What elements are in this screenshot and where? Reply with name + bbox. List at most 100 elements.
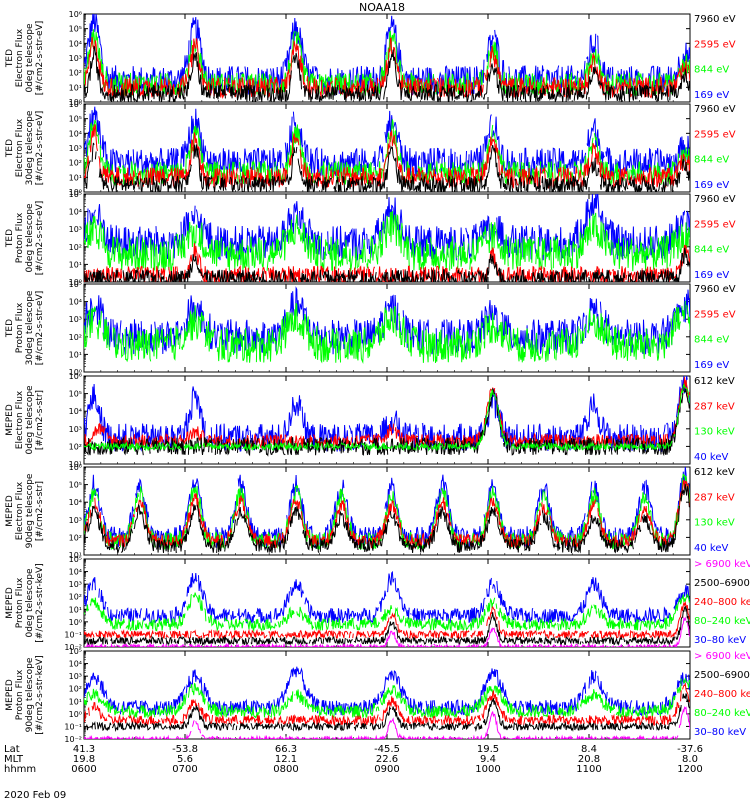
- series-line: [84, 286, 690, 355]
- series-line: [84, 247, 690, 282]
- y-axis-label-line: 30deg telescope: [25, 110, 35, 185]
- y-tick-label: 10⁰: [69, 710, 82, 719]
- y-axis-label-line: 0deg telescope: [25, 203, 35, 273]
- legend-entry: 30–80 keV: [694, 727, 746, 738]
- y-tick-label: 10¹: [69, 260, 82, 269]
- legend-entry: 844 eV: [694, 65, 729, 76]
- legend-entry: 169 eV: [694, 270, 729, 281]
- y-tick-label: 10⁴: [69, 39, 82, 48]
- panel-8: 10⁻² 10⁻¹ 10⁰ 10¹ 10² 10³ 10⁴ 10⁵ MEPED Proton Fl…: [5, 647, 750, 744]
- legend-entry: 2595 eV: [694, 129, 736, 140]
- y-tick-label: 10⁵: [69, 647, 82, 656]
- series-line: [84, 616, 690, 647]
- y-tick-label: 10³: [69, 516, 82, 525]
- y-axis-label-line: [#/cm2-s-str-eV]: [35, 291, 45, 366]
- y-axis-label-line: 90deg telescope: [25, 657, 35, 732]
- x-axis-lat-label: 66.3: [275, 744, 297, 755]
- legend-entry: > 6900 keV: [694, 651, 750, 662]
- y-tick-label: 10¹: [69, 551, 82, 560]
- x-axis-hhmm-label: 1200: [677, 764, 702, 775]
- y-tick-label: 10²: [69, 442, 82, 451]
- x-axis-mlt-label: 9.4: [480, 754, 496, 765]
- y-axis-label-line: Electron Flux: [15, 118, 25, 177]
- legend-entry: 2500–6900: [694, 578, 750, 589]
- series-line: [84, 570, 690, 625]
- x-axis-lat-label: -45.5: [374, 744, 400, 755]
- legend-entry: 2595 eV: [694, 39, 736, 50]
- legend-entry: 40 keV: [694, 543, 728, 554]
- x-axis-lat-label: 19.5: [477, 744, 499, 755]
- y-tick-label: 10³: [69, 425, 82, 434]
- y-tick-label: 10²: [69, 159, 82, 168]
- y-tick-label: 10⁴: [69, 298, 82, 307]
- y-tick-label: 10⁶: [69, 100, 82, 109]
- y-tick-label: 10¹: [69, 173, 82, 182]
- y-tick-label: 10⁵: [69, 280, 82, 289]
- x-axis-hhmm-label: 1000: [475, 764, 500, 775]
- y-axis-label-line: Proton Flux: [15, 212, 25, 263]
- x-axis-mlt-label: 22.6: [376, 754, 398, 765]
- y-tick-label: 10⁵: [69, 390, 82, 399]
- x-axis-mlt-label: 12.1: [275, 754, 297, 765]
- y-axis-label-line: [#/cm2-s-str-keV]: [35, 655, 45, 734]
- legend-entry: 612 keV: [694, 376, 735, 387]
- legend-entry: 240–800 ke: [694, 597, 750, 608]
- legend-entry: 240–800 ke: [694, 689, 750, 700]
- legend-entry: 287 keV: [694, 401, 735, 412]
- series-line: [84, 382, 690, 452]
- x-axis-hhmm-label: 1100: [576, 764, 601, 775]
- y-axis-label-line: [#/cm2-s-str-eV]: [35, 111, 45, 186]
- x-axis-hhmm-label: 0700: [172, 764, 197, 775]
- legend-entry: 30–80 keV: [694, 635, 746, 646]
- y-axis-label-line: [#/cm2-s-str-eV]: [35, 201, 45, 276]
- x-row-label: Lat: [4, 744, 20, 755]
- legend-entry: 287 keV: [694, 492, 735, 503]
- panel-6: 10¹ 10² 10³ 10⁴ 10⁵ 10⁶ MEPED Electron Flux 90de…: [5, 463, 735, 560]
- series-line: [84, 142, 690, 192]
- x-axis-labels: LatMLThhmm41.319.80600-53.85.6070066.312…: [4, 744, 703, 775]
- date-label: 2020 Feb 09: [4, 790, 66, 800]
- y-tick-label: 10¹: [69, 350, 82, 359]
- y-tick-label: 10⁴: [69, 129, 82, 138]
- legend-entry: 80–240 keV: [694, 708, 750, 719]
- y-axis-label-line: Electron Flux: [15, 28, 25, 87]
- legend-entry: 169 eV: [694, 180, 729, 191]
- x-axis-lat-label: 41.3: [73, 744, 95, 755]
- x-axis-mlt-label: 5.6: [177, 754, 193, 765]
- x-row-label: hhmm: [4, 764, 36, 775]
- panel-3: 10⁰ 10¹ 10² 10³ 10⁴ 10⁵ TED Proton Flux 0deg tel…: [5, 190, 736, 287]
- y-tick-label: 10⁴: [69, 660, 82, 669]
- series-line: [84, 300, 690, 364]
- y-tick-label: 10⁴: [69, 498, 82, 507]
- y-tick-label: 10²: [69, 243, 82, 252]
- y-axis-label-line: 90deg telescope: [25, 473, 35, 548]
- panel-2: 10⁰ 10¹ 10² 10³ 10⁴ 10⁵ 10⁶ TED Electron Flux 30d…: [5, 100, 736, 197]
- y-axis-label-line: Electron Flux: [15, 390, 25, 449]
- x-row-label: MLT: [4, 754, 24, 765]
- y-tick-label: 10²: [69, 333, 82, 342]
- y-axis-label-line: TED: [5, 319, 15, 338]
- y-axis-label-line: [#/cm2-s-str]: [35, 390, 45, 450]
- y-tick-label: 10³: [69, 315, 82, 324]
- y-axis-label-line: Electron Flux: [15, 481, 25, 540]
- legend-entry: 844 eV: [694, 335, 729, 346]
- y-axis-label-line: Proton Flux: [15, 669, 25, 720]
- y-axis-label-line: Proton Flux: [15, 577, 25, 628]
- y-tick-label: 10²: [69, 533, 82, 542]
- figure-title: NOAA18: [359, 1, 405, 14]
- y-tick-label: 10⁴: [69, 568, 82, 577]
- legend-entry: 612 keV: [694, 467, 735, 478]
- legend-entry: 130 keV: [694, 427, 735, 438]
- legend-entry: 169 eV: [694, 90, 729, 101]
- x-axis-hhmm-label: 0900: [374, 764, 399, 775]
- series-line: [84, 592, 690, 633]
- y-tick-label: 10³: [69, 54, 82, 63]
- legend-entry: 2595 eV: [694, 309, 736, 320]
- y-tick-label: 10⁴: [69, 208, 82, 217]
- x-axis-lat-label: -53.8: [172, 744, 198, 755]
- y-tick-label: 10¹: [69, 460, 82, 469]
- series-line: [84, 678, 690, 720]
- y-tick-label: 10⁵: [69, 555, 82, 564]
- series-line: [84, 45, 690, 102]
- y-tick-label: 10⁵: [69, 481, 82, 490]
